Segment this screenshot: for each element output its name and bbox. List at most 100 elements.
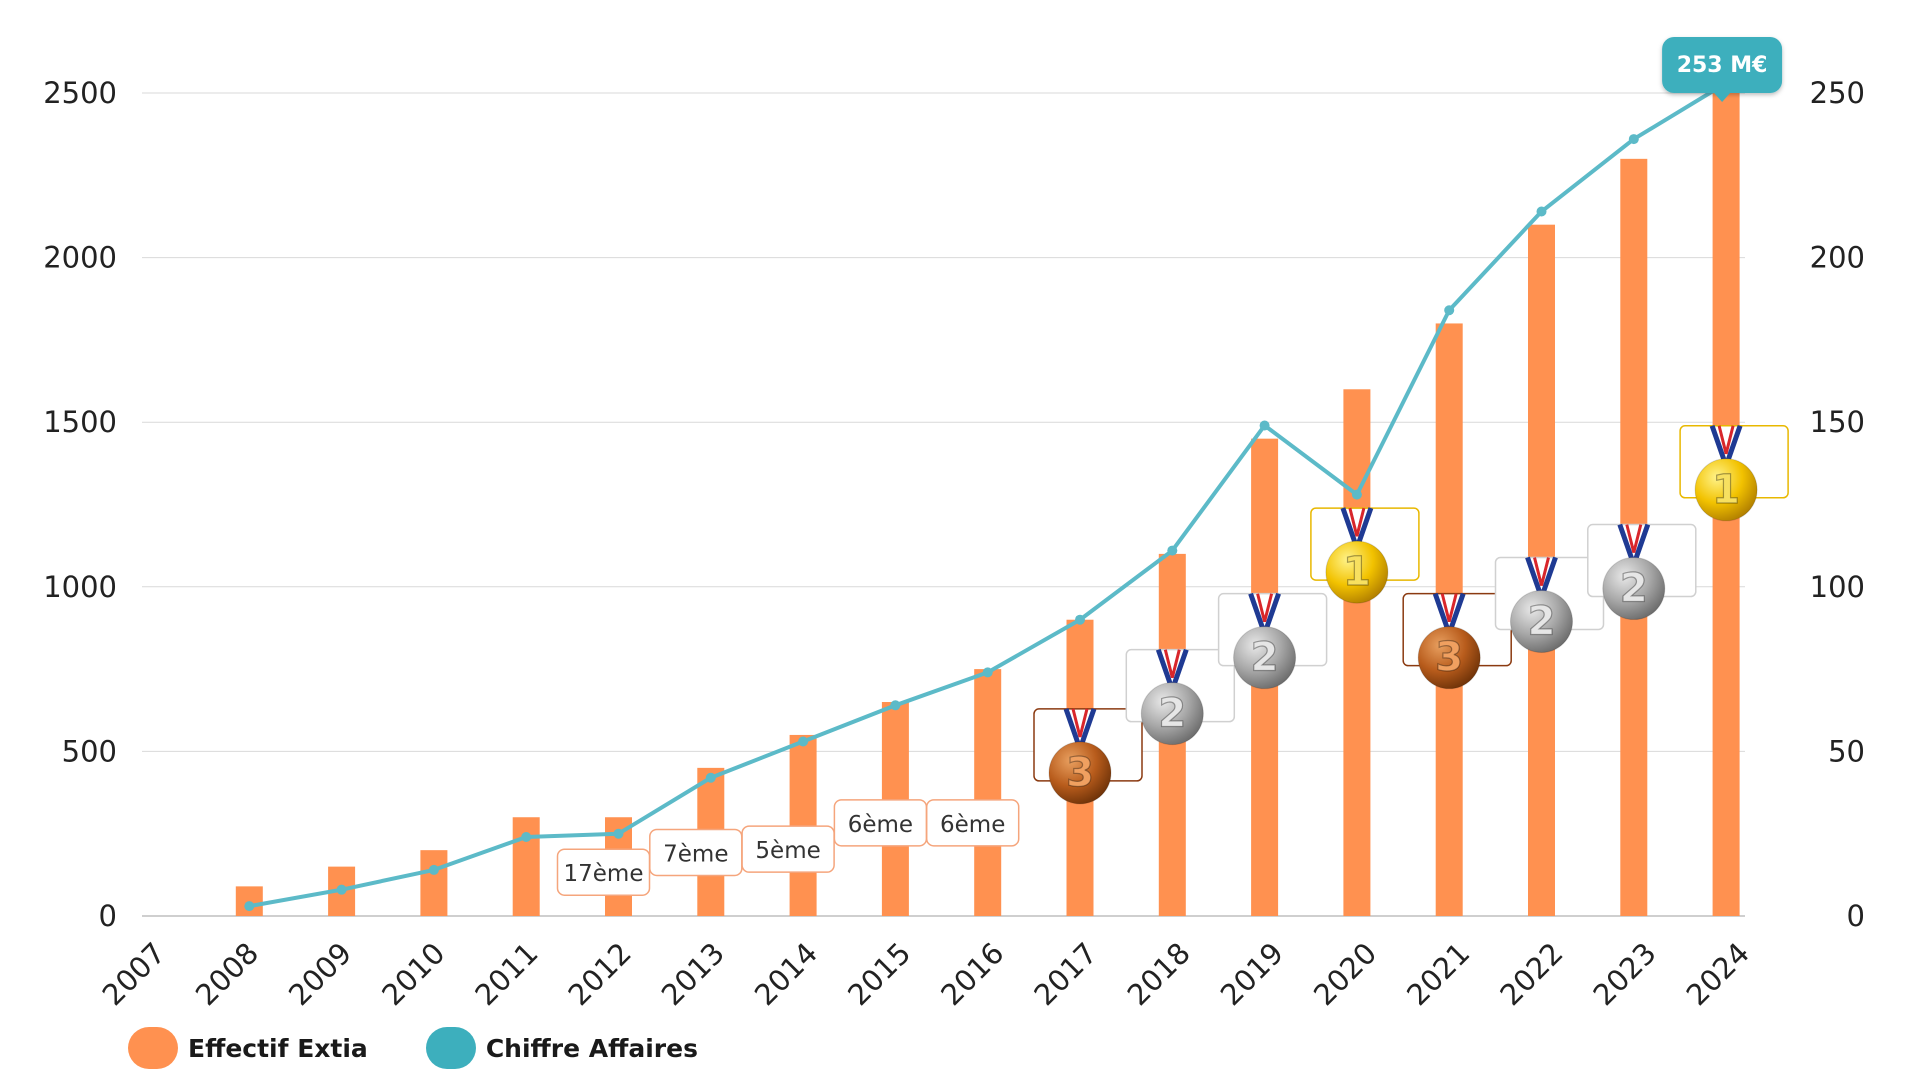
medal-ribbon-stripe <box>1625 524 1643 553</box>
medal-disc <box>1417 626 1481 690</box>
x-tick-label: 2007 <box>96 936 172 1012</box>
rank-label-text: 6ème <box>848 812 913 838</box>
medal-2-icon: 2 <box>1587 523 1697 621</box>
medal-rank-number: 2 <box>1528 598 1556 644</box>
callout-text: 253 M€ <box>1677 53 1768 78</box>
legend-item-chiffre: Chiffre Affaires <box>425 1027 698 1069</box>
legend-label-chiffre: Chiffre Affaires <box>485 1033 698 1063</box>
x-tick-label: 2018 <box>1121 936 1197 1012</box>
x-tick-label: 2014 <box>748 936 824 1012</box>
y-right-tick-label: 250 <box>1810 76 1865 110</box>
rank-label: 7ème <box>649 828 743 877</box>
medal-disc <box>1510 589 1573 653</box>
rank-label-text: 6ème <box>940 812 1005 838</box>
y-left-tick-label: 500 <box>62 734 117 768</box>
revenue-point <box>428 864 439 875</box>
x-tick-label: 2013 <box>655 936 731 1012</box>
legend-swatch-effectif <box>128 1027 178 1069</box>
rank-label: 5ème <box>741 825 835 873</box>
medal-ribbon-stripe <box>1163 649 1181 679</box>
revenue-point <box>1628 134 1639 145</box>
legend-swatch-chiffre <box>425 1027 476 1069</box>
revenue-point <box>1444 305 1455 316</box>
y-right-tick-label: 50 <box>1828 734 1865 768</box>
x-tick-label: 2019 <box>1214 936 1290 1012</box>
revenue-point <box>1167 545 1178 556</box>
revenue-point <box>890 700 901 711</box>
rank-label-box <box>741 825 835 873</box>
y-left-tick-label: 1000 <box>43 570 117 604</box>
revenue-point <box>613 828 624 839</box>
chart-legend: Effectif Extia Chiffre Affaires <box>128 1027 698 1069</box>
medal-disc <box>1602 557 1666 621</box>
bar <box>420 850 448 916</box>
medal-2-icon: 2 <box>1494 556 1605 653</box>
revenue-point <box>1536 206 1547 217</box>
medal-2-icon: 2 <box>1217 592 1328 690</box>
y-right-tick-label: 100 <box>1810 570 1865 604</box>
medal-disc <box>1048 741 1112 805</box>
x-tick-label: 2020 <box>1307 936 1383 1012</box>
callout-box <box>1662 37 1783 93</box>
revenue-point <box>336 884 347 895</box>
x-tick-label: 2008 <box>189 936 265 1012</box>
legend-item-effectif: Effectif Extia <box>128 1027 368 1069</box>
medal-1-icon: 1 <box>1679 424 1789 522</box>
x-tick-label: 2010 <box>375 936 451 1012</box>
x-tick-label: 2015 <box>841 936 917 1012</box>
y-left-tick-label: 2500 <box>43 76 117 110</box>
medal-disc <box>1233 626 1297 690</box>
rank-label: 6ème <box>833 799 928 847</box>
y-left-tick-label: 2000 <box>43 241 117 275</box>
rank-label: 6ème <box>925 799 1020 847</box>
rank-label-box <box>925 799 1020 847</box>
medal-ribbon-stripe <box>1256 593 1274 623</box>
rank-label-text: 5ème <box>755 838 820 864</box>
rank-label-text: 17ème <box>564 861 644 887</box>
x-tick-label: 2016 <box>934 936 1010 1012</box>
medal-ribbon-stripe <box>1348 507 1366 537</box>
rank-label: 17ème <box>556 848 651 896</box>
medal-disc <box>1140 682 1204 746</box>
medal-ribbon-stripe <box>1533 557 1550 586</box>
medal-rank-number: 1 <box>1712 467 1740 513</box>
revenue-point <box>982 667 993 678</box>
x-tick-label: 2011 <box>468 936 544 1012</box>
revenue-point <box>798 736 809 747</box>
x-tick-label: 2021 <box>1400 936 1476 1012</box>
medal-2-icon: 2 <box>1125 648 1236 746</box>
medal-1-icon: 1 <box>1310 507 1420 604</box>
y-right-tick-label: 200 <box>1810 241 1865 275</box>
rank-label-text: 7ème <box>663 841 728 867</box>
revenue-point <box>1259 420 1270 431</box>
medal-disc <box>1325 540 1389 604</box>
y-right-tick-label: 150 <box>1810 405 1865 439</box>
y-right-tick-label: 0 <box>1847 899 1865 933</box>
revenue-point <box>705 772 716 783</box>
x-tick-label: 2023 <box>1587 936 1663 1012</box>
medal-rank-number: 3 <box>1066 750 1094 796</box>
medal-rank-number: 2 <box>1158 691 1186 737</box>
medal-ribbon-stripe <box>1071 708 1089 738</box>
callout-pointer <box>1714 93 1731 102</box>
medal-ribbon-stripe <box>1717 425 1735 455</box>
revenue-point <box>1075 614 1085 625</box>
medal-rank-number: 1 <box>1343 549 1371 595</box>
x-tick-label: 2022 <box>1493 936 1569 1012</box>
legend-label-effectif: Effectif Extia <box>188 1033 368 1063</box>
revenue-point <box>521 831 532 842</box>
y-left-tick-label: 1500 <box>43 405 117 439</box>
medal-rank-number: 2 <box>1620 566 1648 612</box>
revenue-callout: 253 M€ <box>1662 37 1783 102</box>
y-left-tick-label: 0 <box>99 899 117 933</box>
x-tick-label: 2009 <box>282 936 358 1012</box>
medal-3-icon: 3 <box>1033 708 1143 805</box>
medal-3-icon: 3 <box>1402 592 1512 690</box>
x-tick-label: 2024 <box>1680 936 1756 1012</box>
medal-ribbon-stripe <box>1440 593 1458 623</box>
x-tick-label: 2017 <box>1027 936 1103 1012</box>
medal-disc <box>1694 458 1758 522</box>
medal-rank-number: 3 <box>1435 635 1463 681</box>
